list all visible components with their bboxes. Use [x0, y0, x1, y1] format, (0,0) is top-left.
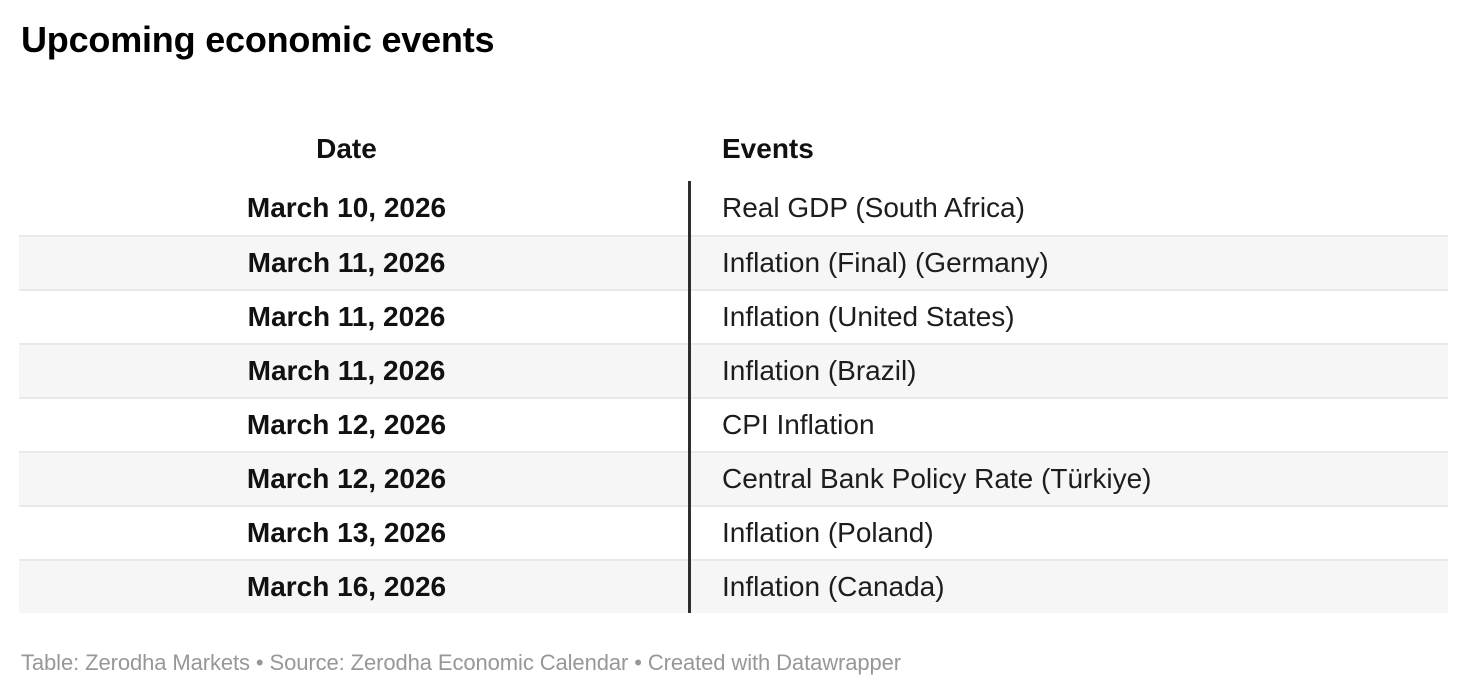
table-row: March 16, 2026 Inflation (Canada)	[19, 559, 1448, 613]
table-row: March 12, 2026 Central Bank Policy Rate (…	[19, 451, 1448, 505]
event-cell: Inflation (Canada)	[722, 571, 945, 602]
date-cell: March 11, 2026	[247, 301, 446, 332]
event-cell: Inflation (Brazil)	[722, 355, 917, 386]
event-cell: Inflation (Poland)	[722, 517, 934, 548]
table-row: March 11, 2026 Inflation (United States)	[19, 289, 1448, 343]
table-row: March 11, 2026 Inflation (Brazil)	[19, 343, 1448, 397]
date-cell: March 12, 2026	[246, 463, 447, 494]
date-cell: March 12, 2026	[246, 409, 447, 440]
event-cell: Central Bank Policy Rate (Türkiye)	[722, 463, 1152, 494]
date-cell: March 11, 2026	[247, 355, 446, 386]
page-title: Upcoming economic events	[21, 19, 495, 60]
table-row: March 10, 2026 Real GDP (South Africa)	[19, 181, 1448, 235]
date-cell: March 11, 2026	[247, 247, 446, 278]
date-cell: March 16, 2026	[246, 571, 447, 602]
table-body: March 10, 2026 Real GDP (South Africa) Mar…	[19, 181, 1448, 613]
table-header-row: Date Events	[19, 120, 1448, 189]
column-header-events: Events	[722, 132, 814, 164]
date-cell: March 13, 2026	[246, 517, 447, 548]
table-row: March 13, 2026 Inflation (Poland)	[19, 505, 1448, 559]
event-cell: Inflation (United States)	[722, 301, 1015, 332]
column-divider-line	[688, 181, 691, 613]
event-cell: Inflation (Final) (Germany)	[722, 247, 1049, 278]
column-header-date: Date	[316, 132, 377, 164]
event-cell: Real GDP (South Africa)	[722, 192, 1025, 223]
table-row: March 12, 2026 CPI Inflation	[19, 397, 1448, 451]
attribution-footer: Table: Zerodha Markets • Source: Zerodha…	[21, 650, 901, 675]
table-row: March 11, 2026 Inflation (Final) (Germany…	[19, 235, 1448, 289]
date-cell: March 10, 2026	[246, 192, 447, 223]
event-cell: CPI Inflation	[722, 409, 875, 440]
